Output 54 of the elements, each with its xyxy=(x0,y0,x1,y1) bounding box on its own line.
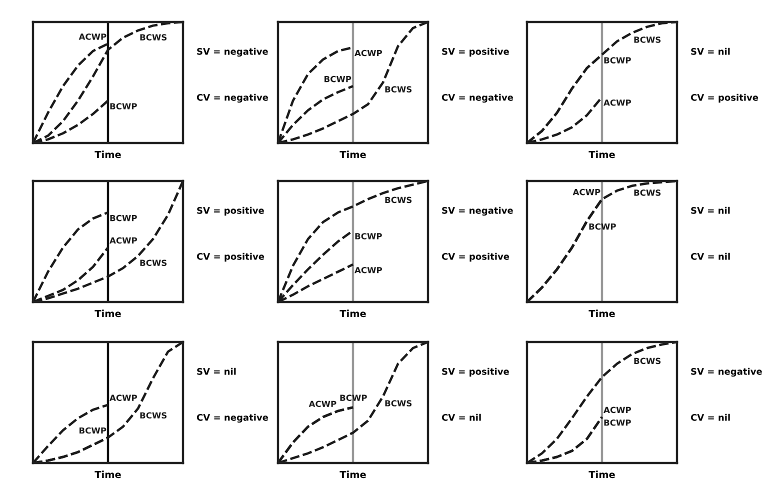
x-axis-title: Time xyxy=(94,150,121,158)
text: SV = nil xyxy=(197,368,236,375)
series-label: ACWP xyxy=(110,394,138,401)
x-axis-title: Time xyxy=(340,150,366,158)
series-label: ACWP xyxy=(572,188,600,196)
text: CV = positive xyxy=(442,252,510,262)
text: SV = negative xyxy=(691,368,762,377)
series-label: BCWP xyxy=(355,233,382,240)
series-label: BCWS xyxy=(634,36,661,43)
text: SV = negative xyxy=(197,48,268,57)
series-label: BCWP xyxy=(604,419,631,426)
text: SV = negative xyxy=(442,206,513,216)
series-label: BCWS xyxy=(140,412,167,419)
series-label: BCWS xyxy=(385,86,412,92)
x-axis-title: Time xyxy=(588,470,615,478)
text: CV = nil xyxy=(442,414,481,421)
x-axis-title: Time xyxy=(340,470,366,478)
text: SV = positive xyxy=(197,206,264,216)
series-label: ACWP xyxy=(604,99,632,106)
text: CV = positive xyxy=(196,252,264,262)
text: SV = nil xyxy=(691,48,730,55)
series-label: BCWS xyxy=(634,190,661,196)
text: CV = negative xyxy=(442,94,514,103)
series-label: BCWP xyxy=(589,223,616,230)
x-axis-title: Time xyxy=(340,310,366,318)
series-label: BCWS xyxy=(140,260,167,266)
series-label: BCWS xyxy=(634,358,661,364)
text: SV = positive xyxy=(442,48,509,57)
series-label: BCWP xyxy=(110,214,137,222)
series-label: BCWP xyxy=(80,427,106,434)
x-axis-title: Time xyxy=(588,150,615,158)
series-label: BCWS xyxy=(140,34,167,40)
x-axis-title: Time xyxy=(588,310,615,318)
text: SV = nil xyxy=(691,206,730,214)
text: CV = nil xyxy=(690,414,730,421)
text: CV = negative xyxy=(196,414,268,423)
text: CV = positive xyxy=(690,94,758,103)
series-label: BCWP xyxy=(340,394,367,401)
series-label: ACWP xyxy=(354,50,382,56)
series-label: BCWS xyxy=(385,196,412,204)
x-axis-title: Time xyxy=(94,310,121,318)
text: CV = nil xyxy=(690,252,730,260)
series-label: BCWP xyxy=(324,76,352,82)
text: CV = negative xyxy=(196,94,268,103)
series-label: ACWP xyxy=(604,406,632,414)
series-label: BCWP xyxy=(604,57,631,64)
text: SV = positive xyxy=(442,368,509,377)
series-label: ACWP xyxy=(308,400,336,408)
series-label: BCWP xyxy=(110,103,137,110)
series-label: BCWS xyxy=(385,400,412,406)
series-label: ACWP xyxy=(354,266,382,274)
series-label: ACWP xyxy=(110,237,138,244)
x-axis-title: Time xyxy=(94,470,121,478)
series-label: ACWP xyxy=(78,34,106,40)
